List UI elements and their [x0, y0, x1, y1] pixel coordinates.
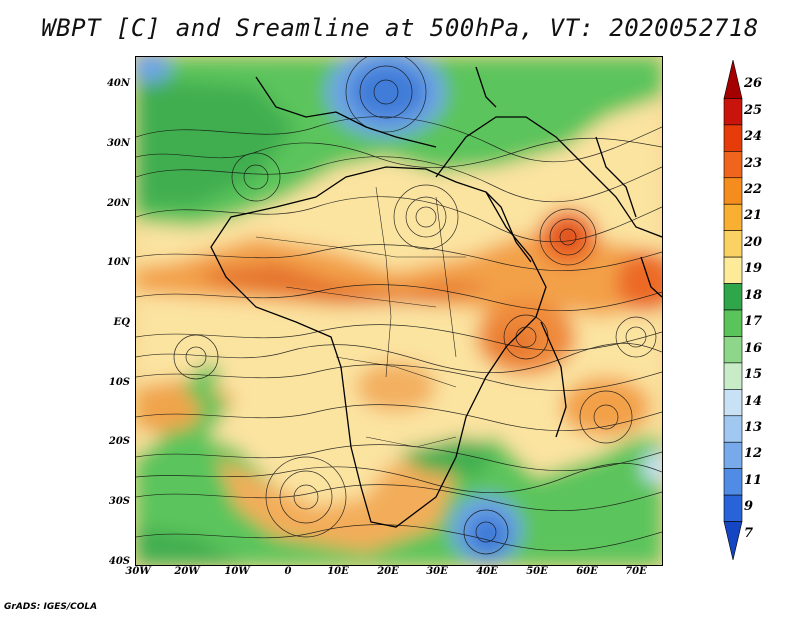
colorbar-segment — [723, 151, 743, 179]
colorbar-label: 20 — [744, 234, 763, 250]
colorbar-segment — [723, 389, 743, 417]
colorbar-segment — [723, 256, 743, 284]
colorbar-label: 25 — [744, 102, 763, 118]
colorbar-label: 26 — [744, 76, 763, 92]
colorbar-segment — [723, 98, 743, 126]
colorbar — [723, 60, 743, 560]
colorbar-segment — [723, 441, 743, 469]
colorbar-label: 18 — [744, 287, 763, 303]
lon-label-20e: 20E — [377, 566, 399, 577]
lon-label-60e: 60E — [576, 566, 598, 577]
lat-label-40s: 40S — [108, 556, 130, 567]
colorbar-segment — [723, 336, 743, 364]
lat-label-10s: 10S — [108, 377, 130, 388]
temperature-map — [136, 57, 662, 565]
colorbar-segment — [723, 124, 743, 152]
colorbar-segment — [723, 283, 743, 311]
lon-label-30e: 30E — [426, 566, 448, 577]
colorbar-label: 7 — [744, 525, 754, 541]
colorbar-segment — [723, 521, 743, 560]
lon-label-40e: 40E — [476, 566, 498, 577]
colorbar-label: 13 — [744, 420, 763, 435]
colorbar-segment — [723, 415, 743, 443]
lat-label-eq: EQ — [113, 317, 130, 328]
colorbar-segment — [723, 177, 743, 205]
colorbar-label: 12 — [744, 446, 763, 462]
lon-label-0: 0 — [284, 566, 292, 577]
lon-label-20w: 20W — [174, 566, 200, 577]
colorbar-label: 21 — [744, 208, 763, 224]
colorbar-label: 11 — [744, 472, 763, 488]
lon-label-10w: 10W — [224, 566, 250, 577]
streamlines — [136, 57, 662, 555]
lon-label-70e: 70E — [625, 566, 647, 577]
lon-label-50e: 50E — [526, 566, 548, 577]
lat-label-20s: 20S — [108, 436, 130, 447]
colorbar-label: 19 — [744, 261, 763, 277]
lat-label-40n: 40N — [106, 78, 130, 89]
wbpt-shading — [136, 57, 662, 565]
lon-label-10e: 10E — [327, 566, 349, 577]
colorbar-segment — [723, 60, 743, 99]
colorbar-segment — [723, 468, 743, 496]
plot-title: WBPT [C] and Sreamline at 500hPa, VT: 20… — [41, 14, 759, 42]
colorbar-segment — [723, 203, 743, 231]
colorbar-label: 16 — [744, 340, 763, 356]
lat-label-20n: 20N — [106, 198, 130, 209]
lon-label-30w: 30W — [125, 566, 151, 577]
colorbar-segment — [723, 309, 743, 337]
footer-credit: GrADS: IGES/COLA — [4, 602, 98, 612]
colorbar-segment — [723, 230, 743, 258]
lat-label-30n: 30N — [106, 138, 130, 149]
colorbar-label: 17 — [744, 314, 763, 330]
colorbar-label: 9 — [744, 499, 754, 515]
colorbar-label: 24 — [744, 129, 763, 145]
lat-label-30s: 30S — [108, 496, 130, 507]
colorbar-label: 22 — [744, 182, 763, 197]
colorbar-segment — [723, 494, 743, 522]
coastlines — [210, 66, 662, 528]
colorbar-label: 14 — [744, 393, 763, 409]
country-borders — [255, 186, 466, 448]
colorbar-label: 15 — [744, 367, 763, 383]
map-panel — [135, 56, 663, 566]
lat-label-10n: 10N — [106, 257, 130, 268]
colorbar-segment — [723, 362, 743, 390]
colorbar-label: 23 — [744, 155, 763, 171]
